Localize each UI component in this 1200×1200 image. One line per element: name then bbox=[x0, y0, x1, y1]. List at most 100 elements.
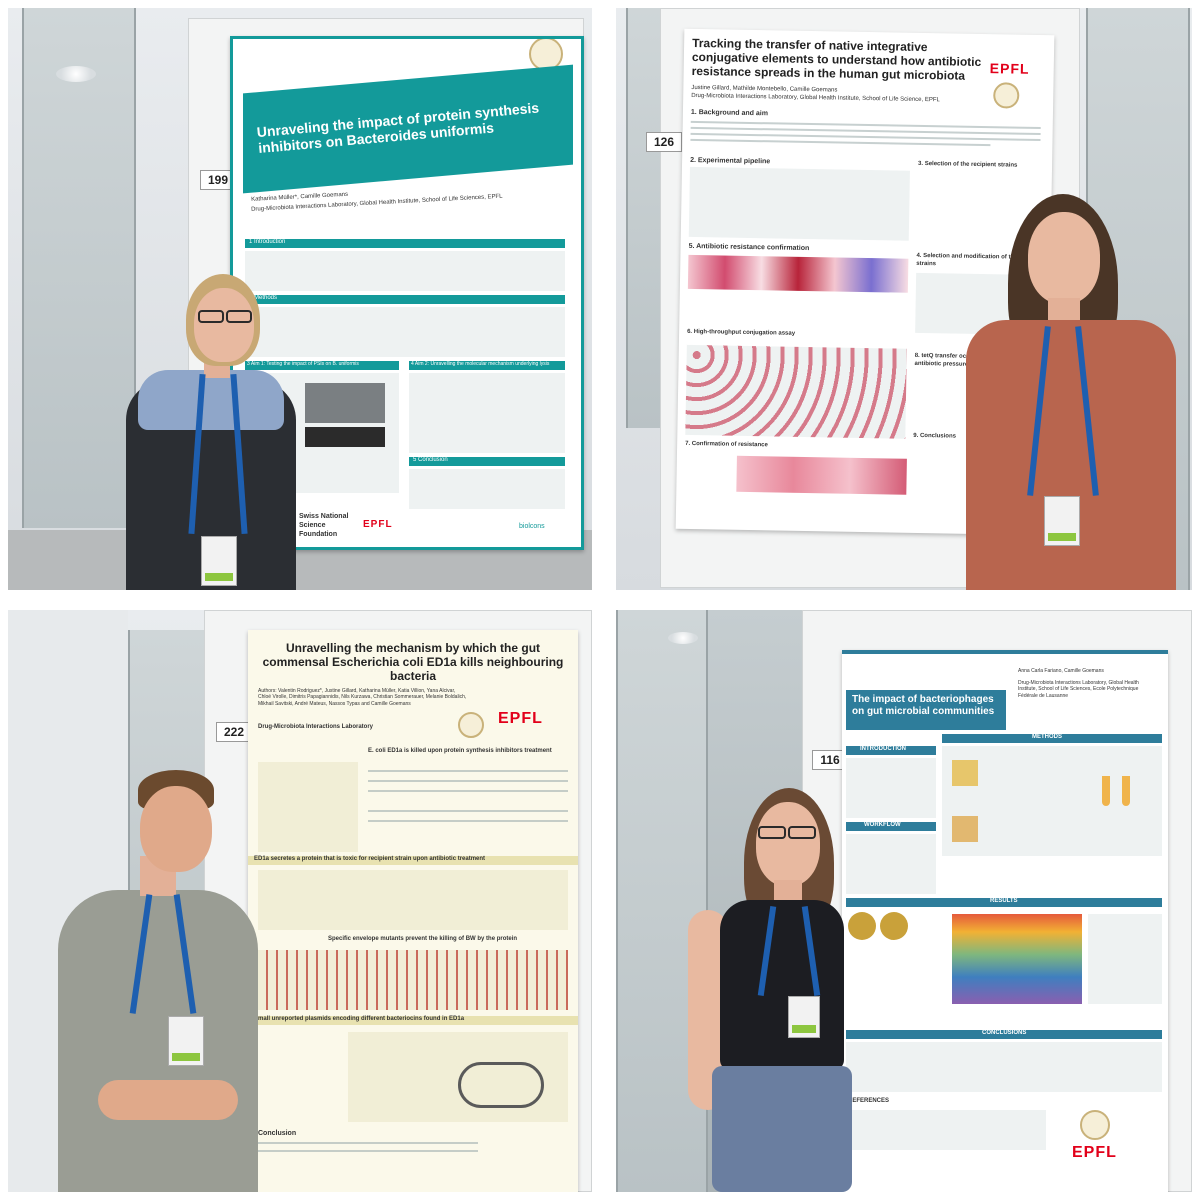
poster-title: The impact of bacteriophages on gut micr… bbox=[852, 694, 995, 717]
epfl-logo: EPFL bbox=[498, 710, 543, 727]
section-label: 1. Background and aim bbox=[690, 108, 769, 118]
toxicity-figure bbox=[258, 870, 568, 930]
plaque-plate bbox=[848, 912, 876, 940]
tube bbox=[1102, 776, 1110, 806]
micrograph bbox=[305, 383, 385, 423]
shirt bbox=[138, 370, 284, 430]
ceiling-light bbox=[56, 66, 96, 82]
section-label: 2. Experimental pipeline bbox=[690, 156, 771, 166]
name-badge bbox=[788, 996, 820, 1038]
section-header bbox=[846, 1030, 1162, 1039]
section-label: E. coli ED1a is killed upon protein synt… bbox=[368, 748, 552, 754]
title-banner bbox=[846, 690, 1006, 730]
poster-affiliation: Drug-Microbiota Interactions Laboratory bbox=[258, 724, 374, 730]
section-header bbox=[846, 746, 936, 755]
community-composition-chart bbox=[952, 914, 1082, 1004]
section-header bbox=[245, 239, 565, 248]
section-label: 4 Aim 2: Unravelling the molecular mecha… bbox=[411, 361, 550, 367]
conclusions-body bbox=[846, 1042, 1162, 1092]
pipeline-figure bbox=[688, 166, 910, 241]
section-header bbox=[245, 295, 565, 304]
poster-199: EPFL Unraveling the impact of protein sy… bbox=[230, 36, 584, 550]
glass-wall bbox=[22, 8, 136, 528]
poster-222: Unravelling the mechanism by which the g… bbox=[248, 630, 578, 1192]
section-label: CONCLUSIONS bbox=[982, 1030, 1027, 1036]
introduction-body bbox=[846, 758, 936, 818]
epfl-logo: EPFL bbox=[1072, 1144, 1117, 1161]
confirmation-heatmap bbox=[736, 455, 907, 495]
section-label: 3 Aim 1: Testing the impact of PSIs on B… bbox=[247, 361, 359, 367]
section-label: 5 Conclusion bbox=[413, 457, 448, 463]
references-body bbox=[846, 1110, 1046, 1150]
epfl-footer-logo: EPFL bbox=[363, 519, 393, 530]
poster-affiliation: Drug-Microbiota Interactions Laboratory,… bbox=[1018, 680, 1139, 699]
sleeveless-top bbox=[720, 900, 844, 1070]
envelope-mutant-bar-chart bbox=[258, 950, 568, 1010]
resistance-heatmap bbox=[687, 254, 909, 293]
section-label: 6. High-throughput conjugation assay bbox=[687, 328, 796, 337]
photo-panel-top-right: 126 Tracking the transfer of native inte… bbox=[616, 8, 1192, 590]
section-label: 1 Introduction bbox=[249, 239, 286, 245]
footer-logo: biolcons bbox=[519, 523, 545, 530]
section-header bbox=[846, 898, 1162, 907]
fluorescence-image bbox=[305, 427, 385, 447]
conclusion-body bbox=[409, 469, 565, 509]
glasses-right-lens bbox=[226, 310, 252, 323]
text-line bbox=[690, 138, 991, 147]
section-label: METHODS bbox=[1032, 734, 1062, 740]
plasmid-diagram bbox=[348, 1032, 568, 1122]
name-badge bbox=[1044, 496, 1080, 546]
photo-panel-bottom-right: 116 Anna Carla Fariano, Camille Goemans … bbox=[616, 610, 1192, 1192]
name-badge bbox=[168, 1016, 204, 1066]
section-header bbox=[409, 361, 565, 370]
aim2-figure bbox=[409, 373, 565, 453]
face bbox=[140, 786, 212, 872]
poster-authors: Anna Carla Fariano, Camille Goemans bbox=[1018, 668, 1104, 674]
section-label: WORKFLOW bbox=[864, 822, 901, 828]
methods-figure bbox=[942, 746, 1162, 856]
section-label: INTRODUCTION bbox=[860, 746, 906, 752]
section-label: 3. Selection of the recipient strains bbox=[918, 160, 1018, 169]
poster-116: Anna Carla Fariano, Camille Goemans Drug… bbox=[842, 650, 1168, 1192]
section-header bbox=[248, 1016, 578, 1025]
section-label: ED1a secretes a protein that is toxic fo… bbox=[254, 856, 486, 862]
lab-logo bbox=[993, 82, 1020, 109]
survival-plot bbox=[258, 762, 358, 852]
trousers bbox=[712, 1066, 852, 1192]
section-header bbox=[409, 457, 565, 466]
section-label: 5. Antibiotic resistance confirmation bbox=[688, 242, 810, 253]
cell-diagram bbox=[458, 1062, 544, 1108]
spot-assay-plate bbox=[952, 760, 978, 786]
glasses-left-lens bbox=[758, 826, 786, 839]
poster-authors: Authors: Valentin Rodriguez*, Justine Gi… bbox=[258, 688, 467, 707]
text-line bbox=[368, 810, 568, 812]
section-body bbox=[245, 251, 565, 291]
face bbox=[756, 802, 820, 886]
poster-number-tag: 199 bbox=[200, 170, 236, 190]
plaque-plate bbox=[880, 912, 908, 940]
chart-legend bbox=[1088, 914, 1162, 1004]
dress bbox=[966, 320, 1176, 590]
snsf-logo: Swiss National Science Foundation bbox=[299, 513, 349, 538]
section-label: REFERENCES bbox=[848, 1098, 890, 1104]
poster-title: Tracking the transfer of native integrat… bbox=[691, 35, 982, 83]
conjugation-dot-plot bbox=[685, 344, 907, 439]
glasses-left-lens bbox=[198, 310, 224, 323]
section-label: Conclusion bbox=[258, 1130, 297, 1137]
section-label: 7. Confirmation of resistance bbox=[685, 440, 768, 449]
text-line bbox=[368, 820, 568, 822]
epfl-logo: EPFL bbox=[989, 60, 1030, 77]
plate-image bbox=[952, 816, 978, 842]
poster-number-tag: 116 bbox=[812, 750, 848, 770]
section-header bbox=[248, 856, 578, 865]
tube bbox=[1122, 776, 1130, 806]
photo-panel-bottom-left: 222 Unravelling the mechanism by which t… bbox=[8, 610, 592, 1192]
text-line bbox=[258, 1142, 478, 1144]
section-header bbox=[942, 734, 1162, 743]
lab-logo bbox=[1080, 1110, 1110, 1140]
face bbox=[1028, 212, 1100, 304]
section-label: Specific envelope mutants prevent the ki… bbox=[328, 936, 518, 942]
clasped-hands bbox=[98, 1080, 238, 1120]
section-label: 2 Methods bbox=[249, 295, 278, 301]
methods-figure bbox=[245, 307, 565, 357]
